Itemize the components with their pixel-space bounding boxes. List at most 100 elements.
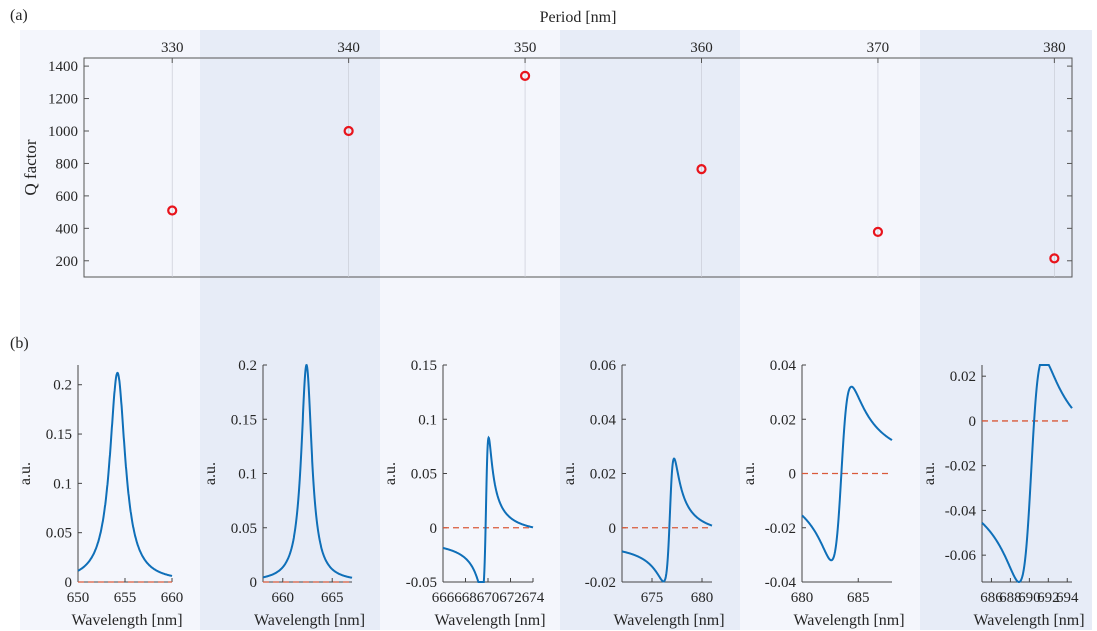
y-tick-label: 600 (56, 189, 79, 205)
x-tick-label: 360 (690, 40, 713, 56)
y-axis-title: a.u. (741, 462, 758, 485)
y-tick-label: 0.15 (411, 358, 437, 374)
background-band (20, 30, 200, 630)
spectrum-curve (262, 363, 353, 579)
y-tick-label: -0.02 (945, 459, 976, 475)
y-tick-label: 0.02 (950, 369, 976, 385)
spectra-charts: 650 655 660 0 0.05 0.1 0.15 0.2 Wavelength [nm] a… (17, 358, 1085, 629)
x-tick-label: 340 (337, 40, 360, 56)
y-axis-title: a.u. (382, 462, 399, 485)
y-axis-title: a.u. (921, 462, 938, 485)
background-bands (20, 30, 1092, 630)
y-tick-label: 0.2 (238, 358, 257, 374)
x-tick-label: 660 (272, 590, 295, 606)
y-tick-label: 1200 (48, 92, 78, 108)
y-tick-label: -0.02 (585, 575, 616, 591)
x-tick-label: 670 (477, 590, 500, 606)
x-tick-label: 668 (454, 590, 477, 606)
x-tick-label: 660 (161, 590, 184, 606)
background-band (200, 30, 380, 630)
y-tick-label: 0 (969, 414, 977, 430)
x-axis-title: Wavelength [nm] (793, 612, 904, 629)
y-axis-title: a.u. (17, 462, 34, 485)
y-tick-label: -0.06 (945, 548, 977, 564)
y-tick-label: -0.02 (765, 521, 796, 537)
x-tick-label: 655 (114, 590, 137, 606)
x-tick-label: 350 (514, 40, 537, 56)
y-axis-title: Q factor (21, 139, 40, 196)
spectrum-curve (801, 385, 893, 562)
data-point (1049, 253, 1060, 264)
y-tick-label: 0.1 (53, 476, 72, 492)
y-tick-label: -0.04 (945, 503, 977, 519)
y-tick-label: 0.2 (53, 378, 72, 394)
x-tick-label: 680 (691, 590, 714, 606)
y-tick-label: 0 (250, 575, 258, 591)
panel-label-a: (a) (10, 7, 28, 24)
y-tick-label: 0.05 (231, 521, 257, 537)
y-tick-label: 400 (56, 221, 79, 237)
y-tick-label: 0.02 (770, 412, 796, 428)
x-tick-label: 685 (847, 590, 870, 606)
y-tick-label: 0.02 (590, 467, 616, 483)
y-tick-label: 0.1 (238, 467, 257, 483)
y-tick-label: 0.05 (411, 467, 437, 483)
y-axis-title: a.u. (202, 462, 219, 485)
spectrum-panel: 660 665 0 0.05 0.1 0.15 0.2 Wavelength [nm] a.u. (202, 358, 365, 629)
background-band (740, 30, 920, 630)
y-tick-label: -0.05 (406, 575, 437, 591)
background-band (380, 30, 560, 630)
panel-label-b: (b) (10, 335, 29, 352)
y-tick-label: 0 (609, 521, 617, 537)
x-tick-label: 666 (432, 590, 455, 606)
y-axis-title: a.u. (561, 462, 578, 485)
background-band (920, 30, 1092, 630)
y-tick-label: 0 (65, 575, 73, 591)
spectrum-curve (442, 435, 534, 583)
plot-frame (83, 57, 1073, 278)
y-tick-label: 800 (56, 156, 79, 172)
x-axis-title: Wavelength [nm] (254, 612, 365, 629)
x-tick-label: 692 (1037, 590, 1060, 606)
x-tick-label: 380 (1043, 40, 1066, 56)
y-tick-label: 0.04 (770, 358, 797, 374)
x-axis-title: Wavelength [nm] (973, 612, 1084, 629)
y-tick-label: 0.15 (46, 427, 72, 443)
data-point (519, 70, 531, 81)
x-tick-label: 686 (980, 590, 1003, 606)
y-tick-label: 0.1 (418, 412, 437, 428)
background-band (560, 30, 740, 630)
spectrum-curve (77, 371, 173, 577)
x-tick-label: 370 (867, 40, 890, 56)
x-axis-title: Wavelength [nm] (613, 612, 724, 629)
spectrum-panel: 680 685 -0.04 -0.02 0 0.02 0.04 Wavelength [nm]… (741, 358, 905, 629)
x-axis-title: Period [nm] (540, 9, 617, 26)
y-tick-label: 0.04 (590, 412, 617, 428)
x-tick-label: 330 (161, 40, 184, 56)
y-tick-label: 0.15 (231, 412, 257, 428)
x-tick-label: 674 (522, 590, 545, 606)
q-factor-chart: 330 340 350 360 370 380 200 400 600 800 1000 1200 14… (21, 9, 1073, 278)
data-point (167, 205, 178, 216)
spectrum-panel: 666 668 670 672 674 -0.05 0 0.05 0.1 0.15 Waveleng… (382, 358, 546, 629)
y-tick-label: 0 (430, 521, 438, 537)
x-tick-label: 650 (67, 590, 90, 606)
x-tick-label: 690 (1018, 590, 1041, 606)
data-point (872, 226, 884, 238)
y-tick-label: -0.04 (765, 575, 797, 591)
spectrum-curve (621, 457, 713, 583)
spectrum-panel: 675 680 -0.02 0 0.02 0.04 0.06 Wavelength [nm] a… (561, 358, 725, 629)
data-point (696, 164, 707, 175)
x-tick-label: 688 (999, 590, 1022, 606)
x-tick-label: 680 (791, 590, 814, 606)
y-tick-label: 1400 (48, 59, 78, 75)
x-axis-title: Wavelength [nm] (71, 612, 182, 629)
y-tick-label: 200 (56, 254, 79, 270)
y-tick-label: 1000 (48, 124, 78, 140)
x-tick-label: 694 (1056, 590, 1079, 606)
spectrum-curve (981, 364, 1073, 583)
x-tick-label: 665 (321, 590, 344, 606)
y-tick-label: 0.06 (590, 358, 617, 374)
